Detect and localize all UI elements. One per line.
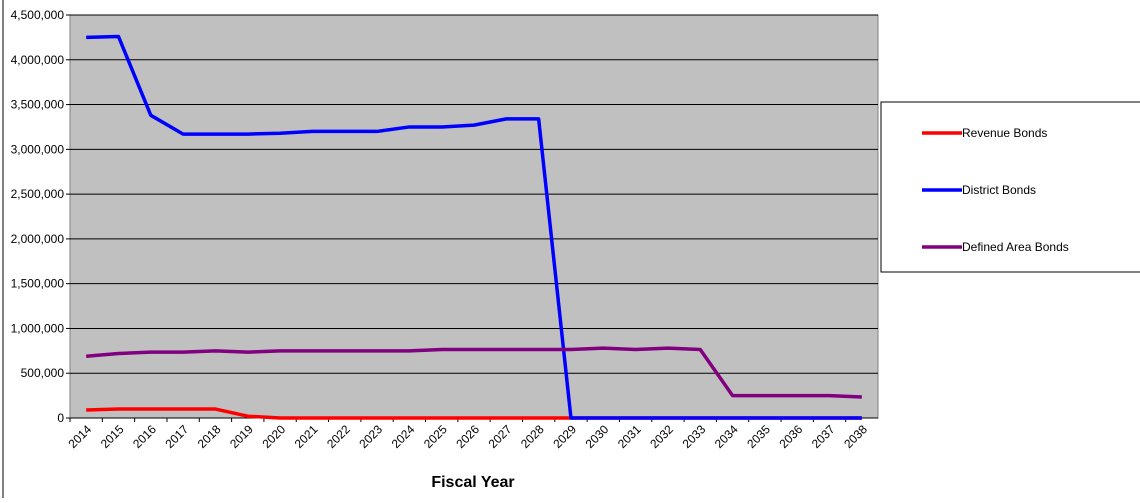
x-tick-label: 2026 bbox=[453, 422, 482, 451]
x-tick-label: 2015 bbox=[98, 422, 127, 451]
y-tick-label: 3,500,000 bbox=[11, 98, 65, 112]
y-tick-label: 2,000,000 bbox=[11, 232, 65, 246]
x-tick-label: 2023 bbox=[356, 422, 385, 451]
legend-label: District Bonds bbox=[962, 183, 1036, 197]
y-tick-label: 500,000 bbox=[21, 366, 65, 380]
legend bbox=[880, 101, 1140, 273]
x-tick-label: 2034 bbox=[712, 422, 741, 451]
x-tick-label: 2037 bbox=[809, 422, 838, 451]
x-tick-label: 2036 bbox=[777, 422, 806, 451]
x-tick-label: 2014 bbox=[65, 422, 94, 451]
x-tick-label: 2019 bbox=[227, 422, 256, 451]
x-tick-label: 2016 bbox=[130, 422, 159, 451]
x-axis-title: Fiscal Year bbox=[431, 474, 514, 491]
x-tick-label: 2020 bbox=[259, 422, 288, 451]
y-tick-label: 0 bbox=[57, 411, 64, 425]
y-tick-label: 2,500,000 bbox=[11, 187, 65, 201]
x-tick-label: 2028 bbox=[518, 422, 547, 451]
x-tick-label: 2035 bbox=[744, 422, 773, 451]
x-tick-label: 2038 bbox=[841, 422, 870, 451]
x-tick-label: 2032 bbox=[647, 422, 676, 451]
series-line bbox=[86, 34, 862, 420]
legend-label: Revenue Bonds bbox=[962, 126, 1047, 140]
x-tick-label: 2021 bbox=[292, 422, 321, 451]
plot-area bbox=[69, 14, 879, 419]
x-tick-label: 2029 bbox=[550, 422, 579, 451]
legend-label: Defined Area Bonds bbox=[962, 240, 1069, 254]
x-tick-label: 2018 bbox=[195, 422, 224, 451]
y-tick-label: 1,500,000 bbox=[11, 277, 65, 291]
x-tick-label: 2033 bbox=[680, 422, 709, 451]
y-tick-label: 1,000,000 bbox=[11, 321, 65, 335]
y-tick-label: 4,000,000 bbox=[11, 53, 65, 67]
x-tick-label: 2017 bbox=[162, 422, 191, 451]
x-tick-label: 2030 bbox=[583, 422, 612, 451]
y-tick-label: 3,000,000 bbox=[11, 142, 65, 156]
series-line bbox=[86, 346, 862, 399]
y-tick-label: 4,500,000 bbox=[11, 8, 65, 22]
x-tick-label: 2025 bbox=[421, 422, 450, 451]
x-tick-label: 2022 bbox=[324, 422, 353, 451]
x-tick-label: 2024 bbox=[389, 422, 418, 451]
x-tick-label: 2031 bbox=[615, 422, 644, 451]
x-tick-label: 2027 bbox=[486, 422, 515, 451]
